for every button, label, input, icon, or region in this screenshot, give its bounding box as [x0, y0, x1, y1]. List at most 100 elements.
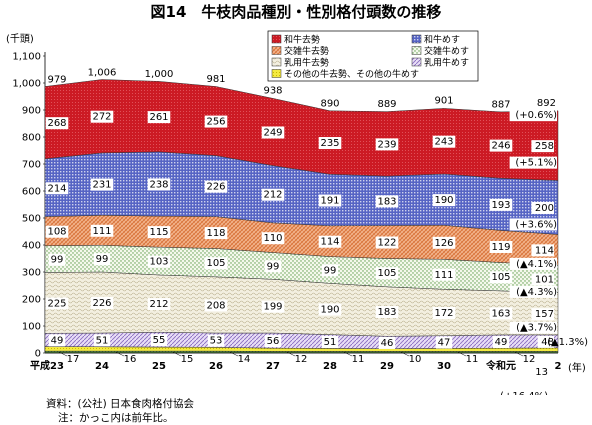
data-label-和牛めす: 238 [149, 179, 168, 190]
legend-box [267, 30, 479, 82]
data-label-交雑牛去勢: 114 [320, 237, 339, 248]
y-tick-label: 800 [22, 133, 41, 144]
data-label-乳用牛めす: 47 [438, 338, 451, 349]
data-label-和牛めす-bg [90, 178, 114, 191]
data-label-和牛めす-bg [318, 194, 342, 207]
data-label-和牛去勢-bg [318, 137, 342, 150]
legend-label-dairy_female: 乳用牛めす [424, 57, 469, 69]
data-label-乳用牛めす: 55 [153, 335, 166, 346]
legend-label-dairy_cow: 乳用牛去勢 [284, 57, 329, 69]
data-label-交雑牛去勢-bg [261, 232, 285, 245]
data-label-other-cow: 12 [295, 354, 308, 365]
data-label-和牛去勢-bg [375, 138, 399, 151]
data-label-交雑牛めす-bg [321, 264, 339, 277]
data-label-和牛去勢-bg [45, 117, 69, 130]
total-label: 890 [320, 99, 339, 110]
data-label-other-cow: 12 [523, 354, 536, 365]
data-label-和牛めす: 214 [47, 183, 66, 194]
data-label-和牛めす: 226 [206, 182, 225, 193]
y-axis-label: (千頭) [6, 33, 34, 45]
data-label-和牛めす: 193 [491, 200, 510, 211]
data-label-乳用牛去勢-bg [432, 307, 456, 319]
source-note: 資料：(公社) 日本食肉格付協会 [46, 398, 195, 410]
total-label: 887 [491, 100, 510, 111]
legend-label-cross_female: 交雑牛めす [424, 45, 469, 57]
data-label-乳用牛めす-bg [48, 334, 66, 347]
data-label-和牛めす: 231 [92, 180, 111, 191]
data-label-乳用牛めす-bg [537, 335, 554, 348]
data-label-交雑牛去勢: 119 [491, 242, 510, 253]
data-label-乳用牛めす: 49 [51, 335, 64, 346]
data-label-交雑牛めす: 105 [377, 268, 396, 279]
change-dairy-female: (▲1.3%) [547, 337, 588, 348]
data-label-乳用牛めす-bg [378, 336, 396, 349]
data-label-乳用牛去勢-bg [261, 300, 285, 313]
y-axis: 0 100 200 300 400 500 600 700 800 900 1,000 1,100 [12, 52, 46, 360]
x-tick-label: 27 [266, 361, 280, 372]
data-label-other-cow: 11 [352, 354, 365, 365]
data-label-和牛去勢-bg [147, 111, 171, 124]
data-label-other-cow: 10 [409, 354, 422, 365]
data-label-乳用牛去勢-bg [489, 307, 513, 320]
data-label-和牛去勢: 246 [491, 141, 510, 152]
data-label-乳用牛去勢: 183 [377, 307, 396, 318]
y-tick-label: 1,100 [12, 52, 41, 63]
data-label-交雑牛めす: 99 [324, 265, 337, 276]
x-tick-label: 24 [95, 361, 109, 372]
data-label-和牛めす-bg [489, 198, 513, 211]
data-label-和牛めす-bg [432, 194, 456, 207]
data-label-交雑牛めす: 99 [267, 261, 280, 272]
data-label-交雑牛去勢-bg [90, 224, 114, 237]
data-label-乳用牛去勢: 199 [263, 302, 282, 313]
change-wagyu-female-bg [509, 218, 557, 231]
data-label-和牛去勢-bg [90, 110, 114, 123]
y-tick-label: 500 [22, 214, 41, 225]
data-label-乳用牛去勢-bg [147, 298, 171, 311]
data-label-乳用牛めす-bg [435, 336, 453, 349]
data-label-交雑牛去勢-bg [432, 236, 456, 249]
x-tick-label: 28 [323, 361, 337, 372]
data-label-和牛めす: 191 [320, 196, 339, 207]
data-label-交雑牛めす: 99 [96, 254, 109, 265]
data-label-乳用牛めす: 51 [96, 335, 109, 346]
data-label-和牛去勢-bg [204, 115, 228, 128]
data-label-乳用牛去勢: 157 [535, 309, 554, 320]
legend-swatch-cross_cow [271, 46, 282, 55]
data-label-交雑牛去勢-bg [45, 225, 69, 238]
data-label-交雑牛去勢-bg [375, 236, 399, 249]
change-wagyu-female: (+3.6%) [515, 219, 557, 230]
data-label-和牛去勢: 243 [434, 137, 453, 148]
total-label: 1,006 [88, 67, 117, 78]
data-label-和牛めす-bg [531, 201, 554, 214]
data-label-和牛去勢: 235 [320, 138, 339, 149]
data-label-other-cow: 16 [124, 354, 137, 365]
data-label-乳用牛めす: 48 [541, 337, 554, 348]
total-label: 979 [47, 75, 66, 86]
data-label-和牛めす-bg [375, 195, 399, 208]
data-label-乳用牛去勢-bg [204, 299, 228, 312]
total-label: 938 [263, 86, 282, 97]
chart-title: 図14 牛枝肉品種別・性別格付頭数の推移 [151, 3, 442, 21]
data-label-和牛去勢: 272 [92, 112, 111, 123]
data-label-other-cow: 11 [466, 354, 479, 365]
data-label-乳用牛去勢: 190 [320, 304, 339, 315]
data-label-乳用牛去勢-bg [318, 303, 342, 316]
data-label-交雑牛去勢-bg [489, 240, 513, 253]
data-label-交雑牛めす: 103 [149, 257, 168, 268]
data-label-交雑牛去勢: 108 [47, 227, 66, 238]
data-label-乳用牛去勢-bg [375, 306, 399, 319]
data-label-交雑牛めす-bg [375, 267, 399, 280]
data-label-交雑牛去勢: 122 [377, 238, 396, 249]
change-cross-female: (▲4.3%) [516, 287, 557, 298]
data-label-交雑牛めす: 99 [51, 255, 64, 266]
data-label-乳用牛めす: 53 [210, 336, 223, 347]
data-label-和牛去勢: 268 [47, 118, 66, 129]
x-tick-label: 25 [152, 361, 166, 372]
data-label-乳用牛めす-bg [207, 334, 225, 347]
data-label-交雑牛去勢-bg [147, 226, 171, 239]
data-label-和牛めす: 190 [434, 195, 453, 206]
data-label-交雑牛めす: 105 [491, 272, 510, 283]
data-label-乳用牛去勢: 225 [47, 298, 66, 309]
data-label-和牛去勢: 249 [263, 128, 282, 139]
